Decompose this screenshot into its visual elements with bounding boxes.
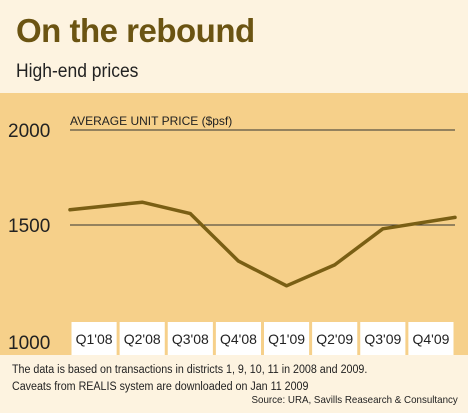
x-tick-box [408,322,454,355]
x-tick-box [312,322,358,355]
x-tick-box [71,322,117,355]
x-tick-label: Q3'09 [364,331,401,347]
x-tick-box [119,322,165,355]
y-axis-label: AVERAGE UNIT PRICE ($psf) [70,114,232,128]
x-tick-label: Q1'09 [268,331,305,347]
x-tick-label: Q4'09 [412,331,449,347]
data-point [285,284,289,288]
data-point [140,200,144,204]
x-tick-box [360,322,406,355]
series-line [68,200,457,288]
y-tick-label: 1500 [8,216,50,237]
chart-title: On the rebound [16,12,255,49]
x-tick-box [215,322,261,355]
y-tick-label: 1000 [8,333,50,354]
data-point [333,263,337,267]
x-tick-label: Q4'08 [220,331,257,347]
x-tick-label: Q2'08 [124,331,161,347]
footnote: The data is based on transactions in dis… [12,362,431,396]
x-tick-label: Q2'09 [316,331,353,347]
data-point [188,212,192,216]
footnote-line-1: The data is based on transactions in dis… [12,364,368,376]
data-point [453,215,457,219]
y-tick-label: 2000 [8,121,50,142]
x-tick-box [167,322,213,355]
plot-background [0,93,468,355]
data-point [236,259,240,263]
chart-subtitle: High-end prices [16,61,139,82]
data-point [381,227,385,231]
data-point [68,208,72,212]
x-tick-label: Q1'08 [76,331,113,347]
x-tick-box [264,322,310,355]
x-tick-label: Q3'08 [172,331,209,347]
line-chart: 1000 1500 2000 AVERAGE UNIT PRICE ($psf) Q1'… [8,114,457,355]
footnote-line-2: Caveats from REALIS system are downloade… [12,381,309,393]
source-note: Source: URA, Savills Reasearch & Consult… [251,394,458,406]
